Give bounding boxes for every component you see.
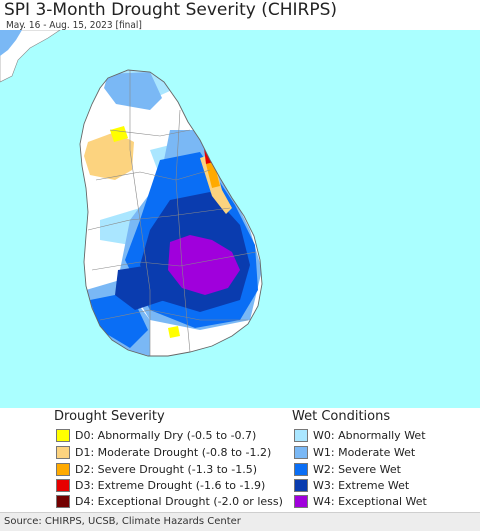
w4-patch-center (168, 235, 240, 295)
legend-label-d2: D2: Severe Drought (-1.3 to -1.5) (75, 462, 258, 476)
india-wet-patch (0, 30, 22, 56)
swatch-d1 (56, 445, 70, 459)
swatch-d0 (56, 428, 70, 442)
swatch-w3 (294, 478, 308, 492)
legend-item-w4: W4: Exceptional Wet (294, 493, 427, 509)
legend-label-w4: W4: Exceptional Wet (313, 494, 427, 508)
legend-item-w0: W0: Abnormally Wet (294, 427, 426, 443)
map-title: SPI 3-Month Drought Severity (CHIRPS) (4, 0, 338, 20)
swatch-w4 (294, 494, 308, 508)
legend-label-d4: D4: Exceptional Drought (-2.0 or less) (75, 494, 283, 508)
legend-label-d0: D0: Abnormally Dry (-0.5 to -0.7) (75, 428, 257, 442)
d2-patch-east-coast (206, 162, 220, 188)
map-subtitle: May. 16 - Aug. 15, 2023 [final] (6, 20, 142, 31)
source-credit: Source: CHIRPS, UCSB, Climate Hazards Ce… (4, 516, 241, 527)
wet-legend-title: Wet Conditions (292, 409, 391, 424)
d1-patch-northwest (84, 132, 134, 180)
w1-patch-north (104, 72, 162, 110)
sri-lanka-outline (79, 69, 263, 357)
drought-map (0, 30, 480, 408)
severity-patches (84, 70, 262, 356)
swatch-d3 (56, 478, 70, 492)
legend-item-d4: D4: Exceptional Drought (-2.0 or less) (56, 493, 283, 509)
district-borders (87, 70, 257, 356)
legend-label-w0: W0: Abnormally Wet (313, 428, 426, 442)
swatch-w1 (294, 445, 308, 459)
legend-item-w2: W2: Severe Wet (294, 461, 401, 477)
swatch-d4 (56, 494, 70, 508)
legend-label-d1: D1: Moderate Drought (-0.8 to -1.2) (75, 445, 272, 459)
d0-patch-south (168, 326, 180, 338)
legend-label-w1: W1: Moderate Wet (313, 445, 416, 459)
legend-item-d1: D1: Moderate Drought (-0.8 to -1.2) (56, 444, 271, 460)
legend-item-d2: D2: Severe Drought (-1.3 to -1.5) (56, 461, 257, 477)
legend-item-w1: W1: Moderate Wet (294, 444, 415, 460)
legend-label-w2: W2: Severe Wet (313, 462, 401, 476)
w3-patch-south (115, 265, 165, 310)
d0-patch-northwest (110, 126, 128, 142)
swatch-w2 (294, 462, 308, 476)
drought-legend-title: Drought Severity (54, 409, 165, 424)
source-footer: Source: CHIRPS, UCSB, Climate Hazards Ce… (0, 512, 480, 531)
legend-label-w3: W3: Extreme Wet (313, 478, 410, 492)
legend-label-d3: D3: Extreme Drought (-1.6 to -1.9) (75, 478, 266, 492)
legend-item-w3: W3: Extreme Wet (294, 477, 409, 493)
legend-item-d0: D0: Abnormally Dry (-0.5 to -0.7) (56, 427, 256, 443)
swatch-w0 (294, 428, 308, 442)
legend-item-d3: D3: Extreme Drought (-1.6 to -1.9) (56, 477, 265, 493)
swatch-d2 (56, 462, 70, 476)
india-coast (0, 30, 61, 83)
